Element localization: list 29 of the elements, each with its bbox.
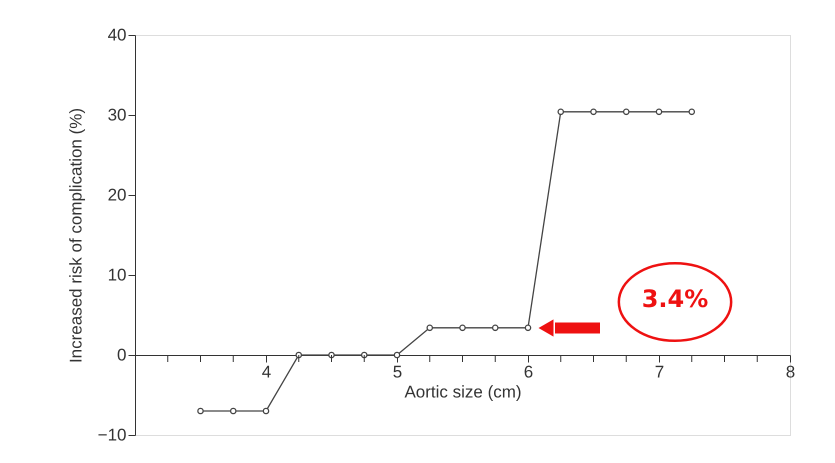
x-tick-label: 7 — [654, 362, 664, 382]
annotation: 3.4% — [642, 285, 708, 313]
point — [590, 108, 597, 116]
point — [557, 108, 564, 116]
y-tick-label: 20 — [108, 186, 126, 204]
y-axis-title: Increased risk of complication (%) — [66, 108, 86, 364]
y-tick-label: −10 — [98, 426, 126, 444]
point — [197, 408, 204, 414]
y-tick-label: 0 — [117, 346, 126, 364]
point — [295, 352, 302, 358]
point — [688, 108, 696, 116]
x-tick-label: 4 — [262, 362, 272, 382]
point — [524, 324, 532, 332]
point — [426, 324, 434, 332]
x-axis-title: Aortic size (cm) — [404, 382, 522, 402]
point — [262, 408, 270, 414]
point — [656, 108, 662, 116]
x-tick-label: 5 — [392, 362, 402, 382]
x-tick-label: 6 — [524, 362, 534, 382]
y-tick-label: 30 — [108, 106, 126, 124]
y-tick-label: 10 — [108, 266, 126, 284]
y-tick-label: 40 — [108, 26, 126, 44]
point — [360, 352, 368, 358]
point — [459, 324, 466, 332]
x-tick-label: 8 — [786, 362, 796, 382]
point — [394, 352, 400, 358]
point — [492, 324, 499, 332]
point — [622, 108, 630, 116]
point — [230, 408, 237, 414]
